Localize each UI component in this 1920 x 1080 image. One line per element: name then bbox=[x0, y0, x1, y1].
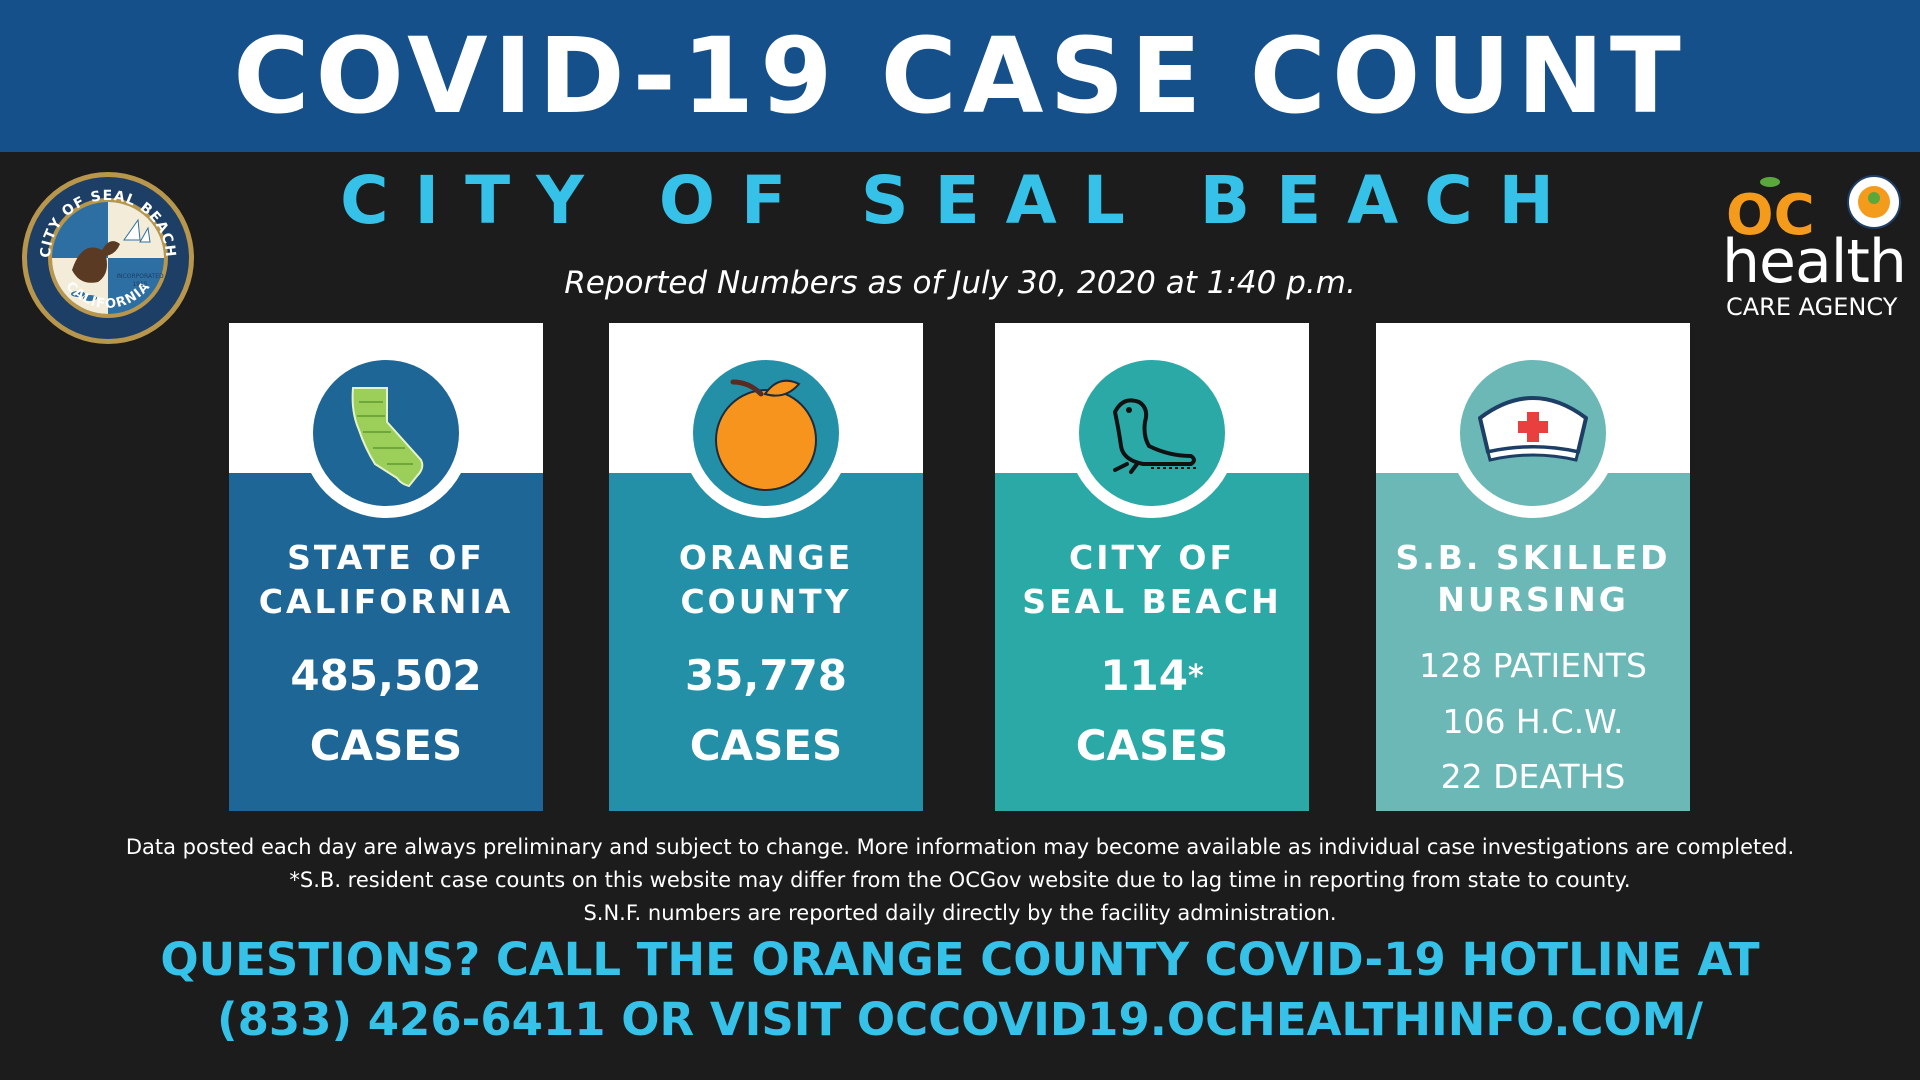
page-title: COVID-19 CASE COUNT bbox=[233, 15, 1687, 137]
icon-ring bbox=[681, 348, 851, 518]
hotline-line-2: (833) 426-6411 OR VISIT OCCOVID19.OCHEAL… bbox=[217, 993, 1703, 1046]
card-state-of-california: STATE OF CALIFORNIA 485,502 CASES bbox=[229, 323, 543, 811]
orange-fruit-icon bbox=[693, 360, 839, 506]
card-label-line2: CALIFORNIA bbox=[258, 582, 514, 621]
footnotes: Data posted each day are always prelimin… bbox=[0, 831, 1920, 930]
card-label-line2: NURSING bbox=[1437, 580, 1629, 619]
card-city-of-seal-beach: CITY OF SEAL BEACH 114* CASES bbox=[995, 323, 1309, 811]
card-label-line1: ORANGE bbox=[678, 538, 854, 577]
seal-year: 1915 bbox=[132, 281, 147, 288]
california-map-icon bbox=[313, 360, 459, 506]
icon-ring bbox=[301, 348, 471, 518]
icon-ring bbox=[1448, 348, 1618, 518]
case-count-unit: CASES bbox=[689, 721, 843, 770]
oc-health-text: health bbox=[1722, 227, 1907, 297]
asterisk-mark: * bbox=[1187, 659, 1204, 694]
case-count-value: 35,778 bbox=[684, 651, 848, 700]
case-count-value: 114* bbox=[995, 651, 1309, 702]
card-sb-skilled-nursing: S.B. SKILLED NURSING 128 PATIENTS 106 H.… bbox=[1376, 323, 1690, 811]
footnote-line-2: *S.B. resident case counts on this websi… bbox=[289, 868, 1631, 892]
card-label-line2: COUNTY bbox=[680, 582, 852, 621]
case-count-unit: CASES bbox=[309, 721, 463, 770]
card-panel bbox=[229, 473, 543, 811]
card-label-line1: STATE OF bbox=[287, 538, 485, 577]
case-count-unit: CASES bbox=[1075, 721, 1229, 770]
hotline-info: QUESTIONS? CALL THE ORANGE COUNTY COVID-… bbox=[0, 930, 1920, 1050]
hcw-count: 106 H.C.W. bbox=[1442, 702, 1624, 741]
reported-date: Reported Numbers as of July 30, 2020 at … bbox=[564, 265, 1356, 301]
seal-animal-icon bbox=[1079, 360, 1225, 506]
city-seal-logo: CITY OF SEAL BEACH CALIFORNIA INCORPORAT… bbox=[22, 172, 194, 344]
footnote-line-3: S.N.F. numbers are reported daily direct… bbox=[583, 901, 1337, 925]
deaths-count: 22 DEATHS bbox=[1440, 757, 1626, 796]
hotline-line-1: QUESTIONS? CALL THE ORANGE COUNTY COVID-… bbox=[160, 933, 1760, 986]
card-label-line1: S.B. SKILLED bbox=[1395, 538, 1671, 577]
case-count-value: 485,502 bbox=[290, 651, 482, 700]
oc-health-logo: OC bbox=[1726, 175, 1901, 248]
case-count-number: 114 bbox=[1100, 651, 1188, 700]
card-panel bbox=[609, 473, 923, 811]
card-orange-county: ORANGE COUNTY 35,778 CASES bbox=[609, 323, 923, 811]
icon-ring bbox=[1067, 348, 1237, 518]
city-subtitle: CITY OF SEAL BEACH bbox=[340, 162, 1580, 239]
nurse-cap-icon bbox=[1460, 360, 1606, 506]
card-label-line2: SEAL BEACH bbox=[1022, 582, 1282, 621]
card-panel bbox=[1376, 473, 1690, 811]
patients-count: 128 PATIENTS bbox=[1419, 646, 1647, 685]
seal-inner-text: INCORPORATED bbox=[116, 273, 164, 280]
card-label-line1: CITY OF bbox=[1069, 538, 1235, 577]
card-panel bbox=[995, 473, 1309, 811]
footnote-line-1: Data posted each day are always prelimin… bbox=[125, 835, 1795, 859]
header-banner: COVID-19 CASE COUNT bbox=[0, 0, 1920, 152]
oc-mark: OC bbox=[1726, 183, 1815, 248]
oc-care-agency-text: CARE AGENCY bbox=[1726, 293, 1898, 321]
